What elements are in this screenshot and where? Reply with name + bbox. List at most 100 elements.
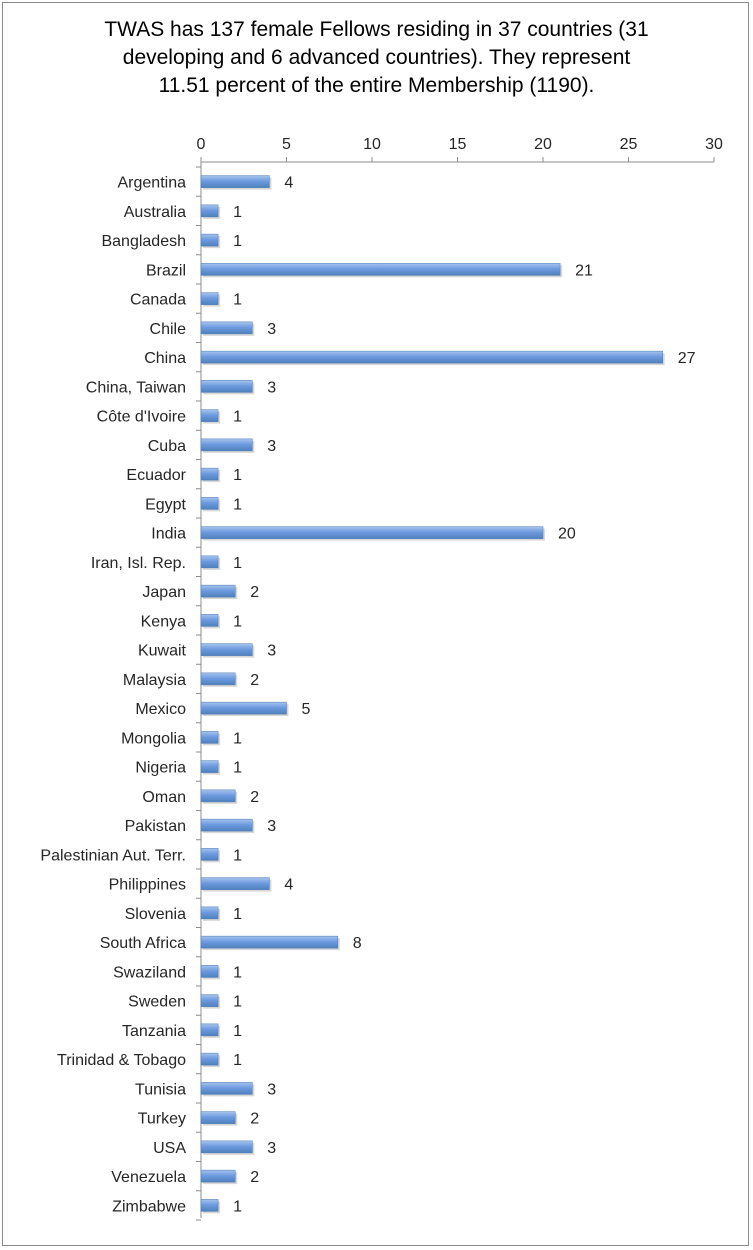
data-label: 3 <box>267 1140 276 1157</box>
data-label: 1 <box>233 409 242 426</box>
data-label: 2 <box>250 584 259 601</box>
bar <box>200 1023 219 1037</box>
bar <box>200 994 219 1007</box>
category-label: Turkey <box>138 1111 186 1128</box>
chart-title-line-3: 11.51 percent of the entire Membership (… <box>158 74 595 97</box>
data-label: 2 <box>250 789 259 806</box>
data-label: 21 <box>575 262 593 279</box>
category-label: Japan <box>142 584 186 601</box>
category-label: Swaziland <box>113 964 186 981</box>
data-label: 8 <box>353 935 362 952</box>
bar <box>200 467 219 481</box>
bar <box>200 672 236 686</box>
category-label: Egypt <box>145 496 186 513</box>
category-label: India <box>151 526 186 543</box>
data-label: 1 <box>233 906 242 923</box>
bar <box>200 380 253 393</box>
category-label: Côte d'Ivoire <box>97 409 186 426</box>
bar <box>200 233 219 247</box>
bar <box>200 701 287 715</box>
category-label: Venezuela <box>111 1169 186 1186</box>
data-label: 1 <box>233 613 242 630</box>
category-label: Ecuador <box>126 467 186 484</box>
category-label: Philippines <box>109 877 186 894</box>
category-label: Bangladesh <box>101 233 186 250</box>
bar <box>200 350 663 364</box>
data-label: 1 <box>233 847 242 864</box>
data-label: 1 <box>233 292 242 309</box>
bar <box>200 1052 219 1066</box>
data-label: 2 <box>250 672 259 689</box>
data-label: 1 <box>233 233 242 250</box>
data-label: 27 <box>678 350 696 367</box>
category-label: Kenya <box>141 613 186 630</box>
data-label: 1 <box>233 994 242 1011</box>
x-tick-label: 15 <box>449 136 467 153</box>
data-label: 2 <box>250 1111 259 1128</box>
category-label: Trinidad & Tobago <box>57 1052 186 1069</box>
category-label: China, Taiwan <box>86 379 186 396</box>
data-label: 20 <box>558 526 576 543</box>
data-label: 3 <box>267 643 276 660</box>
data-label: 1 <box>233 467 242 484</box>
x-tick-label: 30 <box>705 136 723 153</box>
chart-title-line-1: TWAS has 137 female Fellows residing in … <box>104 18 649 41</box>
category-label: Canada <box>130 292 186 309</box>
bar <box>200 877 270 890</box>
bar <box>200 789 236 803</box>
data-label: 5 <box>302 701 311 718</box>
category-label: China <box>144 350 186 367</box>
category-label: Australia <box>124 204 186 221</box>
category-label: USA <box>153 1140 186 1157</box>
bar <box>200 760 219 773</box>
bar <box>200 1082 253 1095</box>
x-axis: 0 5 10 15 20 25 30 <box>196 136 723 1221</box>
data-label: 3 <box>267 818 276 835</box>
category-label: South Africa <box>100 935 186 952</box>
category-label: Iran, Isl. Rep. <box>91 555 186 572</box>
bar <box>200 935 339 949</box>
category-label: Chile <box>150 321 187 338</box>
category-label: Oman <box>142 789 186 806</box>
data-label: 1 <box>233 204 242 221</box>
x-tick-label: 0 <box>197 136 206 153</box>
data-label: 1 <box>233 1052 242 1069</box>
bar <box>200 204 219 218</box>
bar <box>200 614 219 627</box>
bar <box>200 292 219 305</box>
data-label: 1 <box>233 1198 242 1215</box>
category-label: Tunisia <box>135 1081 186 1098</box>
data-label: 1 <box>233 964 242 981</box>
category-label: Mexico <box>135 701 186 718</box>
data-label: 4 <box>284 175 293 192</box>
category-label: Malaysia <box>123 672 186 689</box>
bar <box>200 731 219 744</box>
chart-title: TWAS has 137 female Fellows residing in … <box>0 16 753 100</box>
bar <box>200 965 219 978</box>
category-label: Brazil <box>146 262 186 279</box>
bar <box>200 1169 236 1183</box>
data-label: 3 <box>267 438 276 455</box>
data-label: 1 <box>233 496 242 513</box>
bar <box>200 818 253 832</box>
x-tick-label: 25 <box>620 136 638 153</box>
data-label: 3 <box>267 379 276 396</box>
bar <box>200 1111 236 1124</box>
data-label: 3 <box>267 1081 276 1098</box>
category-label: Pakistan <box>125 818 186 835</box>
bar <box>200 263 561 276</box>
bar <box>200 906 219 920</box>
bar <box>200 409 219 422</box>
bar <box>200 175 270 188</box>
bar <box>200 438 253 452</box>
bar <box>200 1199 219 1212</box>
x-tick-label: 10 <box>363 136 381 153</box>
data-label: 1 <box>233 1023 242 1040</box>
category-label: Argentina <box>118 175 187 192</box>
category-label: Zimbabwe <box>112 1198 186 1215</box>
bar <box>200 1140 253 1154</box>
category-label: Nigeria <box>135 760 186 777</box>
chart-title-line-2: developing and 6 advanced countries). Th… <box>122 46 631 69</box>
